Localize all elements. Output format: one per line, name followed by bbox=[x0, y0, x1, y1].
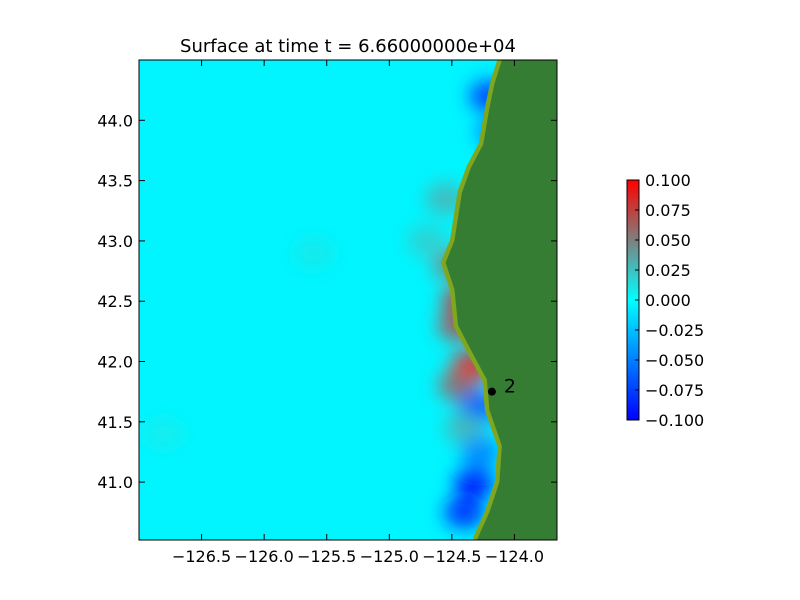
anomaly-patch bbox=[444, 496, 485, 529]
colorbar: 0.100 0.075 0.050 0.025 0.000 −0.025 −0.050 −0.… bbox=[626, 171, 704, 430]
x-tick-label: −125.5 bbox=[297, 547, 356, 566]
gauge-layer: 2 bbox=[487, 376, 516, 398]
y-tick-label: 42.0 bbox=[97, 353, 133, 372]
colorbar-tick-label: 0.025 bbox=[645, 261, 691, 280]
plot-frame bbox=[138, 59, 558, 541]
y-tick-label: 44.0 bbox=[97, 111, 133, 130]
y-axis: 41.0 41.5 42.0 42.5 43.0 43.5 44.0 bbox=[97, 111, 557, 492]
gauge-label: 2 bbox=[504, 376, 516, 398]
x-tick-label: −124.0 bbox=[485, 547, 544, 566]
anomaly-patch bbox=[444, 411, 485, 444]
anomaly-patch bbox=[406, 224, 447, 257]
land-mass bbox=[445, 60, 557, 540]
anomaly-patch bbox=[460, 435, 501, 468]
gauge-marker bbox=[487, 387, 496, 396]
colorbar-tick-label: −0.050 bbox=[645, 351, 704, 370]
colorbar-tick-label: 0.100 bbox=[645, 171, 691, 190]
colorbar-tick-label: −0.025 bbox=[645, 321, 704, 340]
plot-area bbox=[139, 60, 557, 540]
anomaly-patch bbox=[438, 369, 479, 402]
colorbar-tick-label: 0.000 bbox=[645, 291, 691, 310]
y-tick-label: 42.5 bbox=[97, 292, 133, 311]
colorbar-tick-label: 0.075 bbox=[645, 201, 691, 220]
x-axis: −126.5 −126.0 −125.5 −125.0 −124.5 −124.0 bbox=[172, 60, 544, 566]
x-tick-label: −126.5 bbox=[172, 547, 231, 566]
anomaly-patch bbox=[454, 466, 495, 499]
colorbar-ticks: 0.100 0.075 0.050 0.025 0.000 −0.025 −0.050 −0.… bbox=[635, 171, 704, 430]
colorbar-tick-label: 0.050 bbox=[645, 231, 691, 250]
x-tick-label: −126.0 bbox=[235, 547, 294, 566]
y-tick-label: 43.5 bbox=[97, 172, 133, 191]
colorbar-tick-label: −0.075 bbox=[645, 381, 704, 400]
y-tick-label: 41.0 bbox=[97, 473, 133, 492]
x-tick-label: −124.5 bbox=[422, 547, 481, 566]
anomaly-patch bbox=[294, 236, 335, 269]
y-tick-label: 41.5 bbox=[97, 413, 133, 432]
x-tick-label: −125.0 bbox=[360, 547, 419, 566]
anomaly-patch bbox=[144, 417, 185, 450]
colorbar-tick-label: −0.100 bbox=[645, 411, 704, 430]
chart-title: Surface at time t = 6.66000000e+04 bbox=[180, 36, 516, 57]
y-tick-label: 43.0 bbox=[97, 232, 133, 251]
